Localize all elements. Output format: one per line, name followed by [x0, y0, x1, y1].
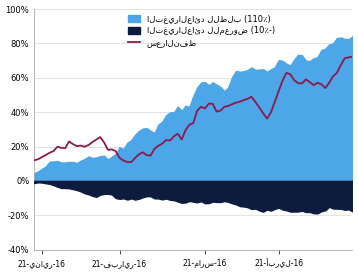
- Legend: التغيرالعائد للطلب (110٪), التغيرالعائد للمعروض (10٪-), سعرالنفط: التغيرالعائد للطلب (110٪), التغيرالعائد …: [125, 11, 278, 50]
